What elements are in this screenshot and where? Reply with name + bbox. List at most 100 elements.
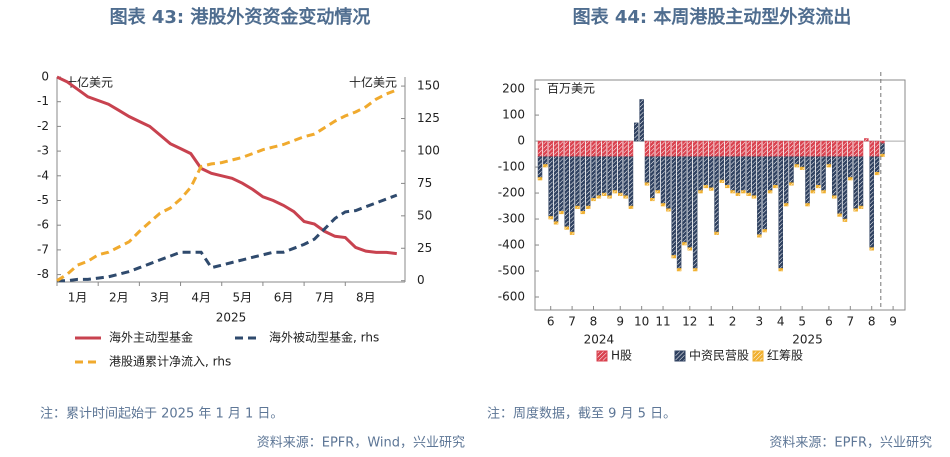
bar-segment (553, 140, 559, 157)
bar-segment (746, 140, 751, 157)
bar-segment (698, 156, 703, 191)
bar-segment (837, 213, 842, 217)
bar-segment (687, 247, 693, 251)
bar-segment (671, 156, 676, 256)
bar-segment (821, 140, 826, 157)
bar-segment (842, 156, 848, 220)
bar-segment (623, 140, 628, 157)
legend-label: H股 (611, 349, 632, 363)
bar-segment (767, 156, 773, 191)
bar-segment (708, 156, 714, 189)
bar-segment (858, 140, 864, 157)
bar-segment (628, 156, 634, 207)
bar-segment (596, 195, 602, 199)
bar-segment (773, 156, 778, 186)
y-tick-label: -4 (37, 168, 49, 182)
bar-segment (741, 190, 746, 194)
bar-segment (650, 140, 655, 157)
bar-segment (682, 140, 687, 157)
bar-segment (666, 156, 671, 209)
y-tick-label: -200 (498, 186, 525, 200)
bar-segment (826, 156, 832, 165)
bar-segment (639, 99, 644, 142)
bar-segment (799, 156, 805, 168)
x-tick-label: 1 (707, 315, 715, 329)
bar-segment (666, 208, 671, 212)
x-tick-label: 5月 (233, 291, 253, 305)
bar-segment (805, 203, 810, 207)
bar-segment (837, 140, 842, 157)
bar-segment (746, 192, 751, 196)
y2-tick-label: 125 (417, 111, 440, 125)
bar-segment (660, 156, 666, 204)
source: 资料来源：EPFR，兴业研究 (769, 436, 932, 451)
bar-segment (751, 156, 757, 196)
unit-label: 十亿美元 (349, 75, 397, 90)
bar-segment (757, 234, 762, 238)
bar-segment (714, 231, 719, 235)
bar-segment (837, 156, 842, 215)
x-tick-label: 9 (616, 315, 624, 329)
bar-segment (655, 140, 660, 157)
plot-frame (534, 79, 906, 311)
bar-segment (751, 140, 757, 157)
bar-segment (692, 140, 698, 157)
bar-segment (778, 140, 783, 157)
y-tick-label: 0 (41, 70, 49, 84)
x-tick-label: 9 (889, 315, 897, 329)
bar-segment (575, 140, 580, 157)
bar-segment (858, 156, 864, 207)
bar-segment (735, 156, 741, 194)
bar-segment (687, 156, 693, 248)
y-tick-label: 0 (517, 134, 525, 148)
bar-segment (821, 190, 826, 194)
bar-segment (719, 179, 725, 183)
bar-segment (564, 140, 569, 157)
bar-segment (853, 156, 858, 209)
bar-segment (794, 156, 800, 165)
x-tick-label: 8月 (356, 291, 376, 305)
bar-segment (612, 140, 618, 157)
bar-segment (575, 156, 580, 207)
bar-segment (698, 140, 703, 157)
x-tick-label: 12 (682, 315, 697, 329)
bar-segment (591, 156, 596, 199)
x-tick-label: 6月 (274, 291, 294, 305)
bar-segment (580, 156, 586, 212)
year-label: 2024 (584, 333, 615, 347)
bar-segment (730, 156, 735, 191)
bar-segment (757, 140, 762, 157)
x-group-label: 2025 (216, 311, 247, 325)
bar-segment (644, 140, 650, 157)
bar-segment (799, 140, 805, 157)
y-tick-label: -600 (498, 290, 525, 304)
bar-segment (821, 156, 826, 191)
bar-segment (692, 268, 698, 272)
bar-segment (762, 140, 767, 157)
bar-segment (848, 140, 853, 157)
bar-segment (832, 195, 837, 199)
bar-segment (553, 156, 559, 222)
bar-segment (719, 140, 725, 157)
bar-segment (832, 140, 837, 157)
bar-segment (676, 140, 682, 157)
note: 注：累计时间起始于 2025 年 1 月 1 日。 (40, 407, 283, 422)
x-tick-label: 7 (568, 315, 576, 329)
bar-segment (719, 156, 725, 181)
x-tick-label: 6 (825, 315, 833, 329)
y-tick-label: -5 (37, 193, 49, 207)
bar-segment (783, 156, 789, 204)
legend-label: 红筹股 (767, 348, 803, 363)
bar-segment (842, 140, 848, 157)
bar-segment (805, 140, 810, 157)
bar-segment (815, 185, 821, 189)
bar-segment (660, 203, 666, 207)
bar-segment (623, 156, 628, 196)
bar-segment (874, 172, 880, 176)
bar-segment (762, 156, 767, 230)
y2-tick-label: 75 (417, 176, 432, 190)
x-tick-label: 3 (756, 315, 764, 329)
x-tick-label: 7 (846, 315, 854, 329)
x-tick-label: 5 (798, 315, 806, 329)
